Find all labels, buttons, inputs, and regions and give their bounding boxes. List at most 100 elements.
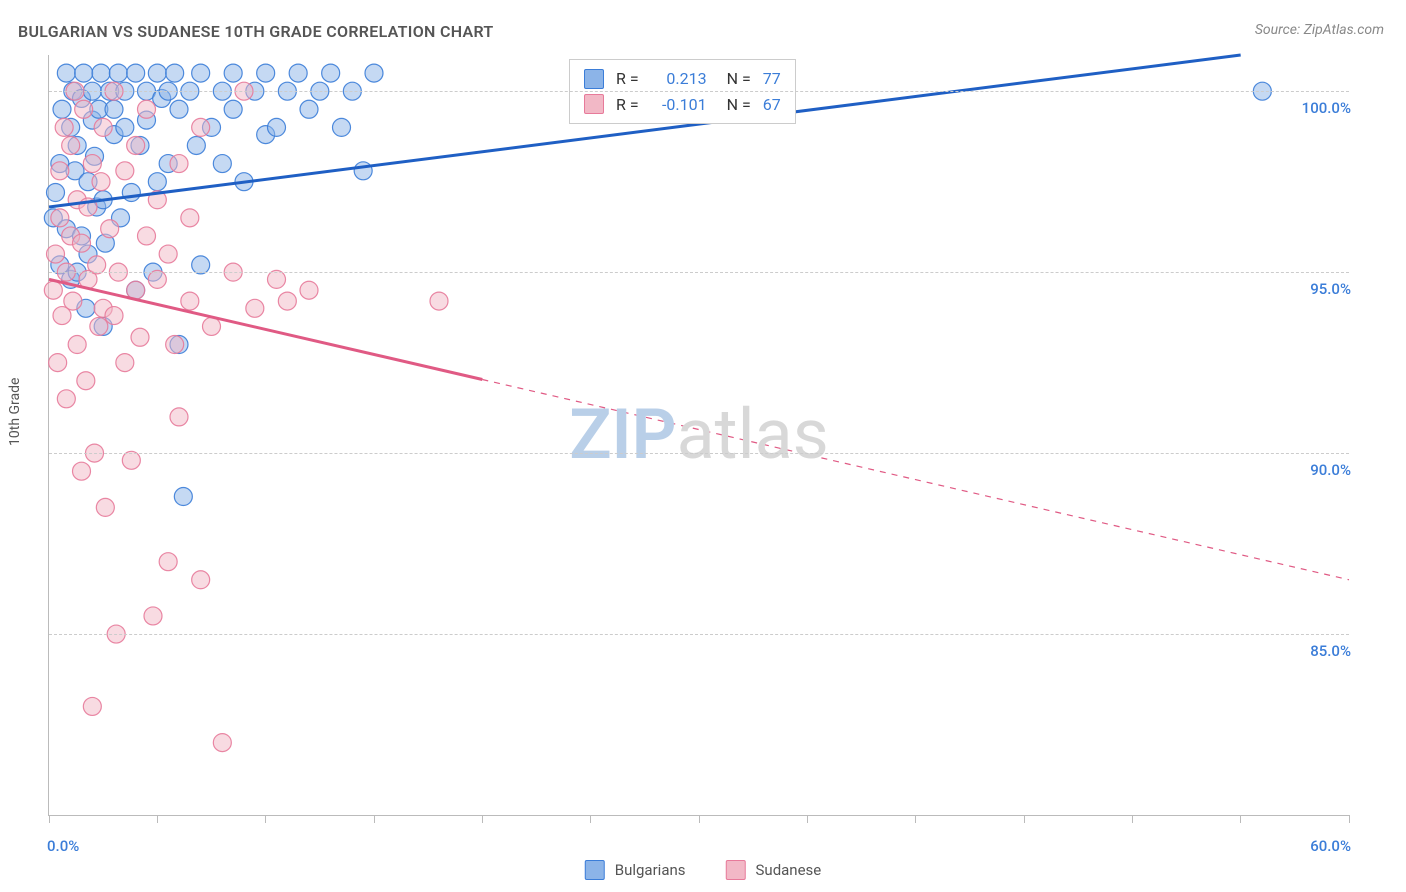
scatter-point bbox=[246, 299, 264, 317]
regression-line-dashed bbox=[482, 380, 1349, 580]
scatter-point bbox=[289, 64, 307, 82]
x-tick bbox=[49, 815, 50, 823]
x-tick bbox=[699, 815, 700, 823]
scatter-point bbox=[47, 184, 65, 202]
scatter-point bbox=[192, 64, 210, 82]
scatter-point bbox=[170, 408, 188, 426]
scatter-point bbox=[170, 100, 188, 118]
scatter-point bbox=[55, 118, 73, 136]
plot-area: ZIPatlas R =0.213N =77R =-0.101N =67 85.… bbox=[48, 55, 1349, 816]
scatter-point bbox=[192, 571, 210, 589]
bottom-legend-item: Bulgarians bbox=[585, 860, 686, 880]
scatter-point bbox=[122, 184, 140, 202]
scatter-point bbox=[203, 317, 221, 335]
scatter-point bbox=[105, 100, 123, 118]
scatter-point bbox=[62, 136, 80, 154]
bottom-legend-label: Bulgarians bbox=[615, 861, 686, 879]
scatter-point bbox=[159, 553, 177, 571]
source-attribution: Source: ZipAtlas.com bbox=[1255, 22, 1384, 38]
scatter-point bbox=[300, 281, 318, 299]
scatter-point bbox=[138, 100, 156, 118]
scatter-point bbox=[174, 488, 192, 506]
y-tick-label: 100.0% bbox=[1302, 99, 1351, 117]
scatter-point bbox=[92, 64, 110, 82]
scatter-point bbox=[53, 100, 71, 118]
y-tick-label: 90.0% bbox=[1310, 461, 1351, 479]
chart-title: BULGARIAN VS SUDANESE 10TH GRADE CORRELA… bbox=[18, 22, 494, 41]
legend-swatch bbox=[584, 69, 604, 89]
x-tick-label: 0.0% bbox=[47, 837, 79, 855]
scatter-point bbox=[73, 462, 91, 480]
scatter-point bbox=[92, 173, 110, 191]
x-tick bbox=[1349, 815, 1350, 823]
scatter-point bbox=[116, 162, 134, 180]
stats-legend-row: R =-0.101N =67 bbox=[584, 92, 781, 118]
scatter-point bbox=[192, 118, 210, 136]
bottom-legend-item: Sudanese bbox=[726, 860, 822, 880]
legend-r-value: -0.101 bbox=[651, 92, 707, 118]
scatter-point bbox=[159, 245, 177, 263]
legend-n-label: N = bbox=[727, 66, 751, 92]
scatter-point bbox=[181, 209, 199, 227]
scatter-point bbox=[166, 64, 184, 82]
legend-swatch bbox=[584, 94, 604, 114]
scatter-point bbox=[354, 162, 372, 180]
scatter-point bbox=[148, 173, 166, 191]
legend-n-value: 67 bbox=[763, 92, 781, 118]
x-tick bbox=[807, 815, 808, 823]
scatter-point bbox=[300, 100, 318, 118]
x-tick bbox=[374, 815, 375, 823]
y-axis-label: 10th Grade bbox=[7, 378, 23, 446]
scatter-point bbox=[96, 498, 114, 516]
legend-r-label: R = bbox=[616, 92, 639, 118]
stats-legend-row: R =0.213N =77 bbox=[584, 66, 781, 92]
y-tick-label: 95.0% bbox=[1310, 280, 1351, 298]
scatter-point bbox=[83, 697, 101, 715]
scatter-point bbox=[268, 118, 286, 136]
scatter-point bbox=[77, 372, 95, 390]
x-tick bbox=[1132, 815, 1133, 823]
scatter-point bbox=[148, 64, 166, 82]
gridline-h bbox=[49, 453, 1349, 454]
gridline-h bbox=[49, 272, 1349, 273]
scatter-point bbox=[51, 209, 69, 227]
x-tick bbox=[482, 815, 483, 823]
scatter-point bbox=[257, 64, 275, 82]
x-tick bbox=[157, 815, 158, 823]
scatter-point bbox=[49, 354, 67, 372]
scatter-point bbox=[144, 607, 162, 625]
x-tick bbox=[1240, 815, 1241, 823]
scatter-point bbox=[57, 390, 75, 408]
bottom-legend: Bulgarians Sudanese bbox=[585, 860, 822, 880]
scatter-point bbox=[131, 328, 149, 346]
scatter-point bbox=[365, 64, 383, 82]
scatter-point bbox=[90, 317, 108, 335]
x-tick bbox=[590, 815, 591, 823]
scatter-point bbox=[170, 155, 188, 173]
y-tick-label: 85.0% bbox=[1310, 642, 1351, 660]
scatter-point bbox=[322, 64, 340, 82]
legend-r-value: 0.213 bbox=[651, 66, 707, 92]
scatter-point bbox=[101, 220, 119, 238]
scatter-point bbox=[44, 281, 62, 299]
scatter-point bbox=[75, 100, 93, 118]
scatter-point bbox=[51, 162, 69, 180]
regression-line-solid bbox=[49, 279, 482, 379]
scatter-point bbox=[127, 64, 145, 82]
gridline-h bbox=[49, 634, 1349, 635]
plot-svg bbox=[49, 55, 1349, 815]
x-tick-label: 60.0% bbox=[1310, 837, 1351, 855]
x-tick bbox=[1024, 815, 1025, 823]
scatter-point bbox=[224, 64, 242, 82]
scatter-point bbox=[83, 155, 101, 173]
legend-swatch bbox=[585, 860, 605, 880]
legend-r-label: R = bbox=[616, 66, 639, 92]
scatter-point bbox=[116, 354, 134, 372]
scatter-point bbox=[213, 155, 231, 173]
scatter-point bbox=[109, 64, 127, 82]
scatter-point bbox=[105, 307, 123, 325]
scatter-point bbox=[68, 336, 86, 354]
gridline-h bbox=[49, 91, 1349, 92]
legend-swatch bbox=[726, 860, 746, 880]
x-tick bbox=[265, 815, 266, 823]
